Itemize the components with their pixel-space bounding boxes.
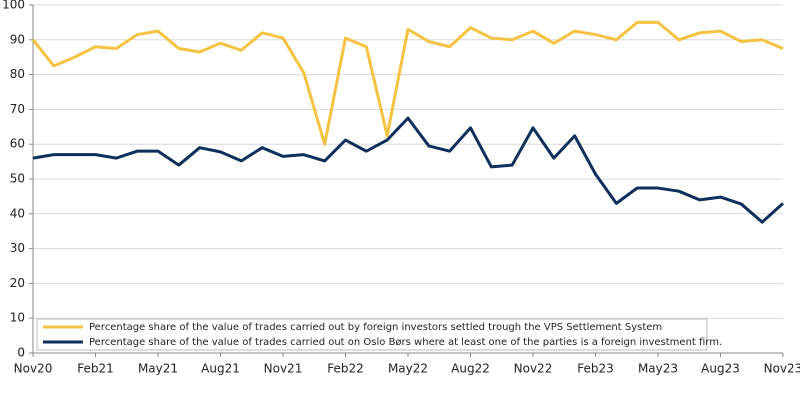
y-tick-label: 30 [10,241,25,255]
legend-box [36,318,708,351]
x-tick-label: May22 [388,362,428,376]
y-tick-label: 50 [10,172,25,186]
y-tick-label: 60 [10,137,25,151]
x-tick-label: Feb23 [577,362,614,376]
x-tick-label: Nov20 [14,362,53,376]
x-tick-label: Nov23 [764,362,800,376]
y-tick-label: 40 [10,206,25,220]
legend-label: Percentage share of the value of trades … [89,337,722,348]
x-tick-label: May23 [638,362,678,376]
series-line [32,116,785,224]
x-tick-label: Nov22 [514,362,553,376]
y-tick-label: 90 [10,32,25,46]
y-tick-label: 20 [10,276,25,290]
x-tick-label: Aug21 [201,362,240,376]
y-tick-label: 10 [10,311,25,325]
y-tick-label: 80 [10,67,25,81]
x-tick-label: May21 [138,362,178,376]
legend-label: Percentage share of the value of trades … [89,322,662,333]
x-tick-label: Feb21 [77,362,114,376]
x-tick-label: Aug22 [451,362,490,376]
y-tick-label: 0 [17,346,25,360]
x-tick-label: Feb22 [327,362,364,376]
x-tick-label: Nov21 [264,362,303,376]
y-tick-label: 70 [10,102,25,116]
x-tick-label: Aug23 [701,362,740,376]
y-tick-label: 100 [2,0,25,12]
series-line [31,20,784,146]
